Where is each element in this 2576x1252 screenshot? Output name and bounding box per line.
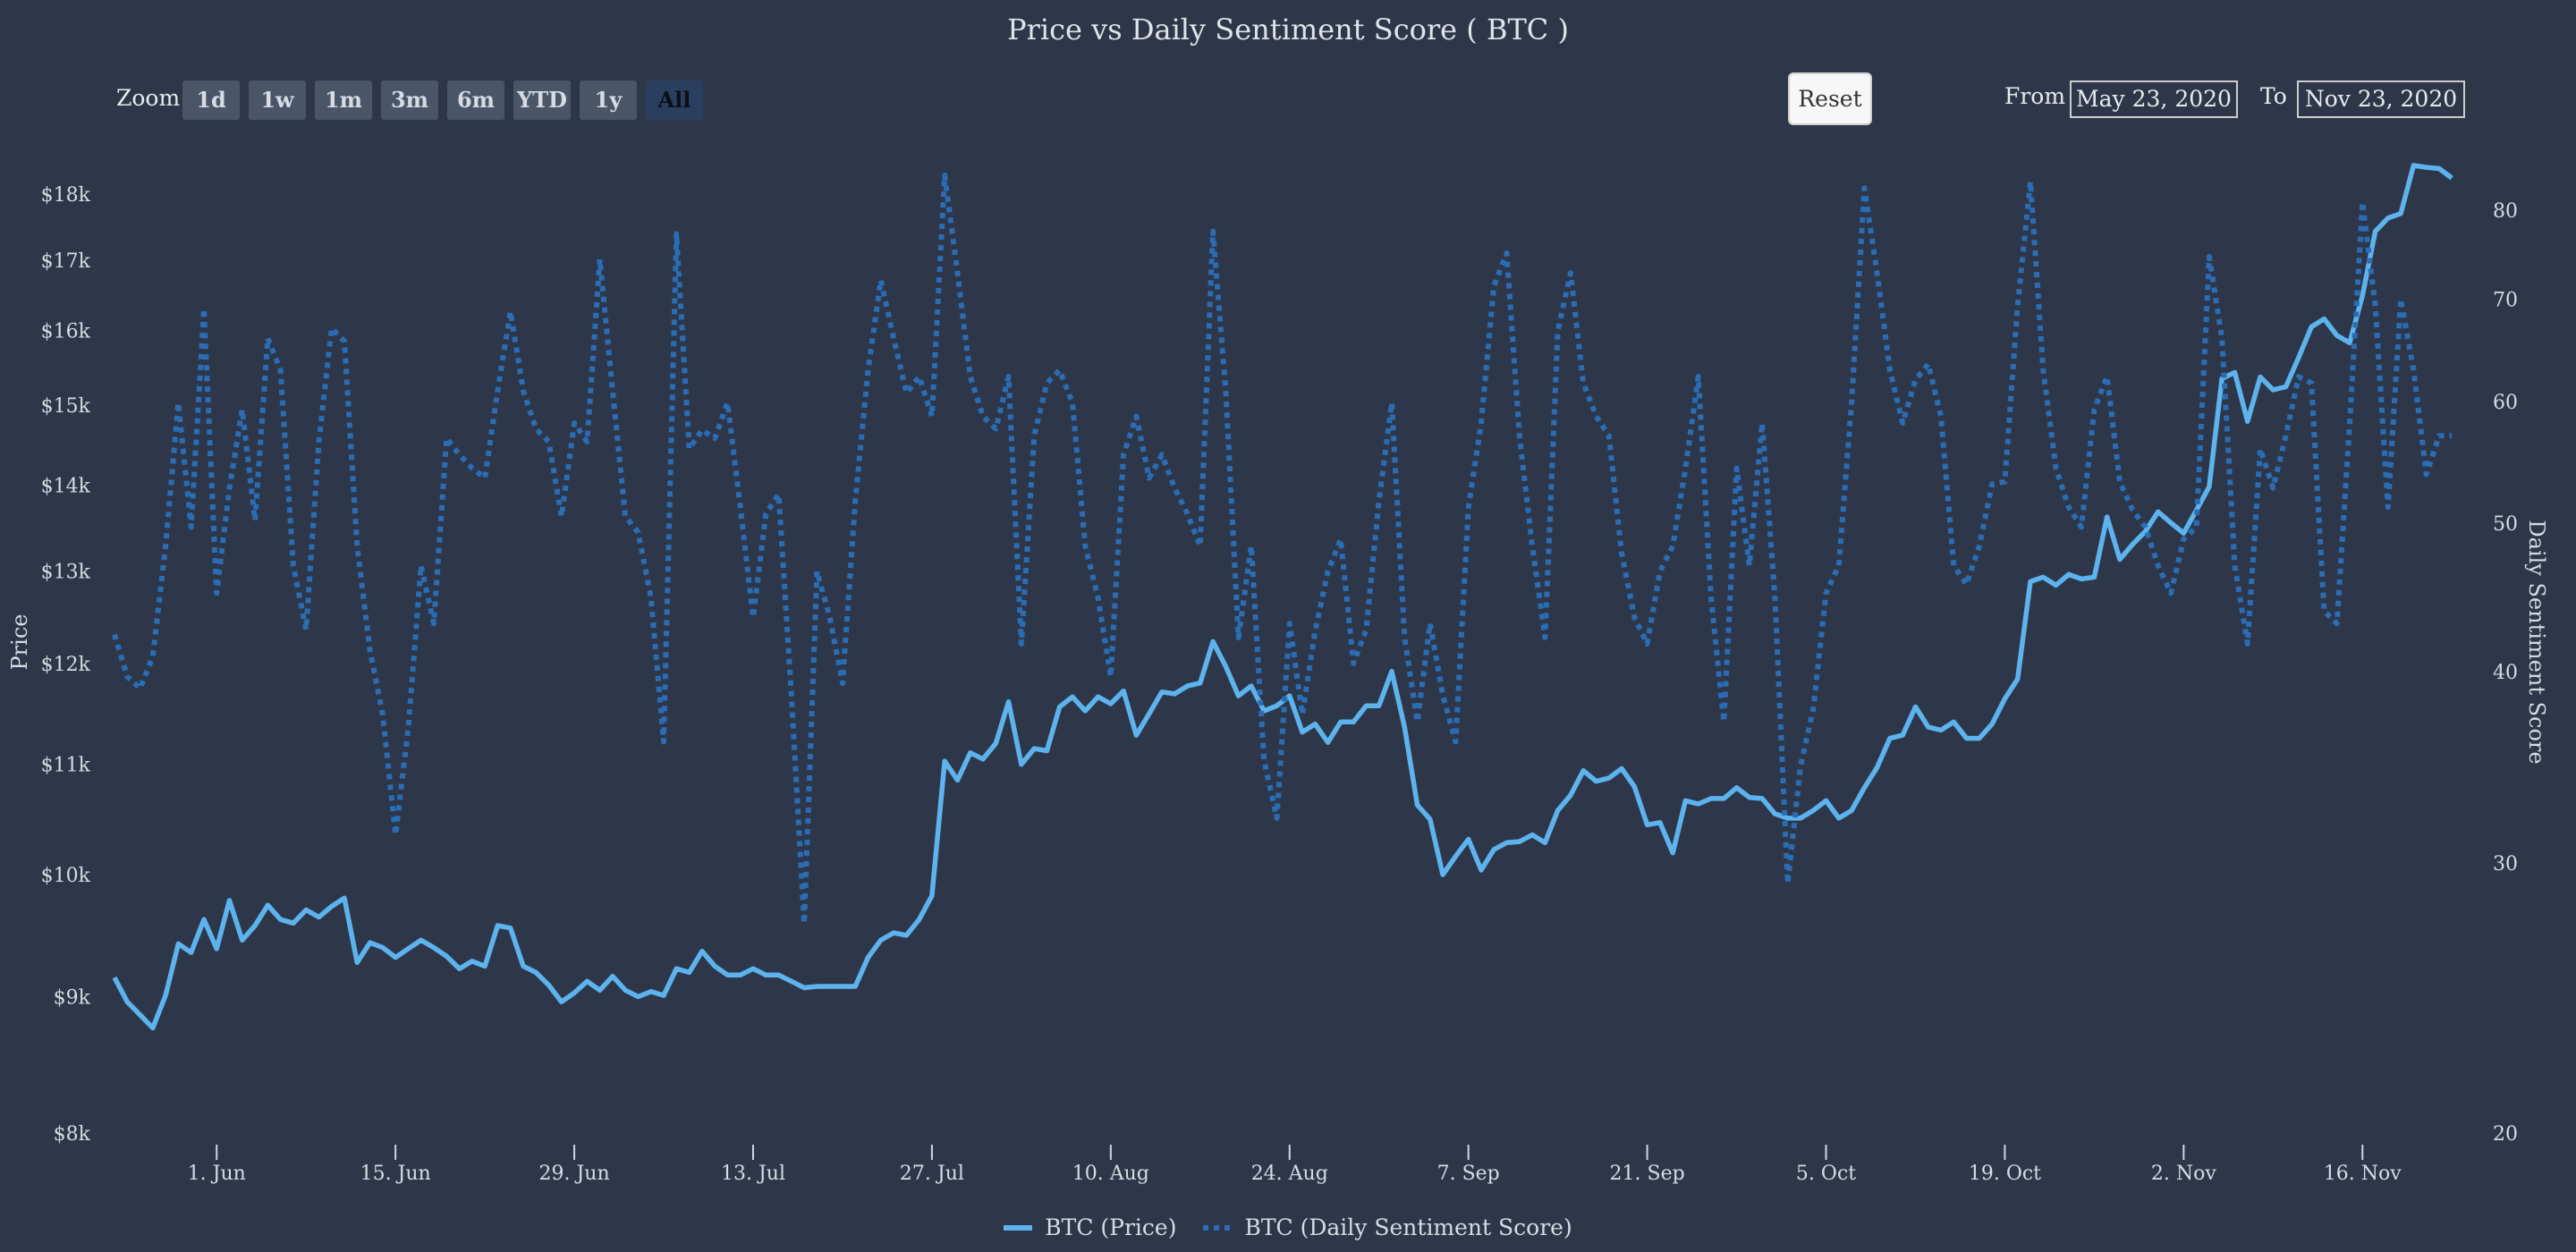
from-date-input[interactable]: May 23, 2020	[2070, 80, 2238, 118]
y-left-tick-label: $16k	[41, 321, 91, 343]
zoom-button-1d[interactable]: 1d	[182, 80, 240, 120]
y-left-tick-label: $10k	[41, 865, 91, 887]
legend-label-sentiment: BTC (Daily Sentiment Score)	[1244, 1214, 1572, 1240]
x-tick-label: 29. Jun	[539, 1163, 610, 1185]
zoom-button-6m[interactable]: 6m	[447, 80, 504, 120]
price-series	[112, 163, 2453, 1031]
zoom-button-1m[interactable]: 1m	[315, 80, 372, 120]
from-label: From	[2004, 83, 2066, 109]
x-tick-label: 24. Aug	[1251, 1163, 1328, 1185]
x-tick-label: 15. Jun	[360, 1163, 431, 1185]
zoom-button-3m[interactable]: 3m	[381, 80, 438, 120]
y-left-tick-label: $18k	[41, 184, 91, 207]
x-tick-label: 7. Sep	[1437, 1163, 1500, 1185]
x-tick-label: 27. Jul	[900, 1163, 964, 1185]
zoom-button-1w[interactable]: 1w	[249, 80, 306, 120]
zoom-label: Zoom	[116, 85, 181, 111]
zoom-button-ytd[interactable]: YTD	[513, 80, 571, 120]
reset-zoom-button[interactable]: Reset	[1788, 72, 1872, 125]
price-line	[112, 163, 2453, 1031]
solid-line-swatch-icon	[1004, 1224, 1033, 1231]
y-left-tick-label: $14k	[41, 475, 91, 497]
legend-item-sentiment[interactable]: BTC (Daily Sentiment Score)	[1203, 1214, 1572, 1240]
y-left-tick-label: $15k	[41, 395, 91, 418]
legend-label-price: BTC (Price)	[1045, 1214, 1177, 1240]
y-right-tick-label: 20	[2493, 1123, 2518, 1146]
to-date-input[interactable]: Nov 23, 2020	[2297, 80, 2465, 118]
legend-item-price[interactable]: BTC (Price)	[1004, 1214, 1176, 1240]
x-tick-label: 2. Nov	[2151, 1163, 2216, 1185]
sentiment-line	[112, 173, 2453, 926]
x-tick-label: 1. Jun	[188, 1163, 246, 1185]
y-left-tick-label: $13k	[41, 561, 91, 583]
y-left-tick-label: $17k	[41, 250, 91, 273]
x-tick-label: 19. Oct	[1969, 1163, 2041, 1185]
y-right-tick-label: 70	[2493, 289, 2518, 311]
y-left-tick-label: $12k	[41, 654, 91, 676]
x-tick-label: 21. Sep	[1610, 1163, 1685, 1185]
y-right-tick-label: 30	[2493, 853, 2518, 876]
y-left-axis-title: Price	[7, 614, 32, 671]
to-label: To	[2260, 83, 2287, 109]
y-right-tick-label: 40	[2493, 662, 2518, 684]
zoom-button-all[interactable]: All	[646, 80, 703, 120]
x-tick-label: 5. Oct	[1796, 1163, 1856, 1185]
zoom-button-1y[interactable]: 1y	[580, 80, 637, 120]
x-tick-label: 13. Jul	[721, 1163, 785, 1185]
y-right-tick-label: 80	[2493, 200, 2518, 223]
x-tick-label: 16. Nov	[2324, 1163, 2402, 1185]
y-right-tick-label: 50	[2493, 513, 2518, 536]
y-left-tick-label: $8k	[54, 1123, 91, 1146]
y-left-tick-label: $9k	[54, 986, 91, 1009]
y-right-axis-title: Daily Sentiment Score	[2524, 520, 2549, 764]
dotted-line-swatch-icon	[1203, 1224, 1233, 1231]
y-left-tick-label: $11k	[41, 755, 91, 777]
legend: BTC (Price) BTC (Daily Sentiment Score)	[0, 1214, 2576, 1240]
sentiment-series	[112, 173, 2453, 926]
chart-title: Price vs Daily Sentiment Score ( BTC )	[1007, 13, 1569, 47]
x-tick-label: 10. Aug	[1072, 1163, 1149, 1185]
y-right-tick-label: 60	[2493, 392, 2518, 414]
